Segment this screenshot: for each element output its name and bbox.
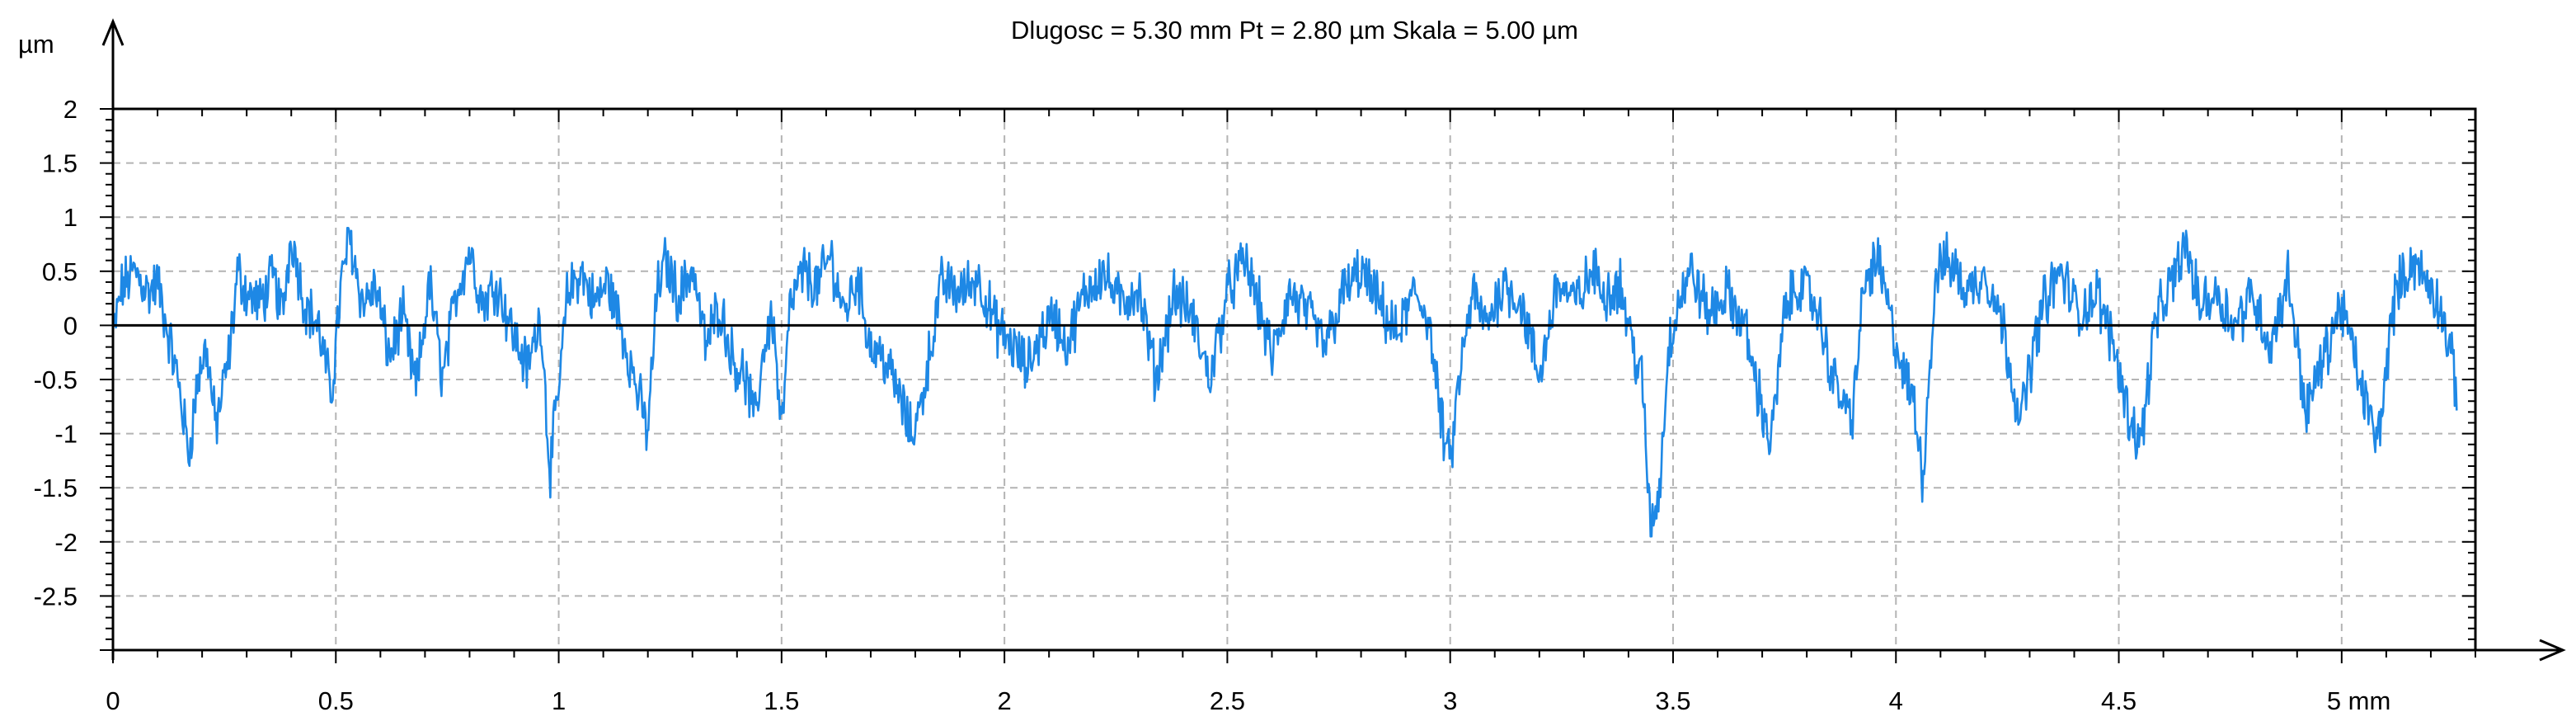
y-tick-label: -2 — [54, 528, 78, 557]
chart-title: Dlugosc = 5.30 mm Pt = 2.80 µm Skala = 5… — [1011, 16, 1578, 45]
y-axis-arrow-icon — [101, 18, 125, 46]
y-axis-unit-label: µm — [18, 30, 54, 59]
x-tick-label: 0 — [106, 686, 120, 715]
y-tick-label: -0.5 — [34, 365, 78, 394]
plot-frame — [111, 107, 2477, 652]
y-tick-label: 1 — [63, 203, 78, 232]
y-tick-label: -2.5 — [34, 582, 78, 610]
tick-labels: 0 0.5 1 1.5 2 2.5 3 3.5 4 4.5 5 mm 2 1.5 1 0.5 0 -0.5 -1 -… — [34, 95, 2391, 715]
x-tick-label: 2.5 — [1210, 686, 1245, 715]
profile-series-line — [111, 226, 2458, 538]
x-tick-label: 0.5 — [318, 686, 354, 715]
x-tick-label: 3 — [1443, 686, 1457, 715]
x-tick-label: 1 — [552, 686, 566, 715]
x-tick-label: 1.5 — [764, 686, 799, 715]
series-layer — [111, 226, 2458, 538]
x-tick-label: 5 mm — [2327, 686, 2391, 715]
y-tick-label: -1.5 — [34, 474, 78, 502]
axis-arrows — [101, 18, 2566, 662]
x-tick-label: 3.5 — [1655, 686, 1690, 715]
y-tick-label: 1.5 — [42, 149, 78, 178]
y-tick-label: 0.5 — [42, 257, 78, 286]
y-tick-label: -1 — [54, 420, 78, 449]
x-axis-arrow-icon — [2539, 639, 2566, 662]
x-tick-label: 4 — [1889, 686, 1903, 715]
y-tick-label: 2 — [63, 95, 78, 124]
x-tick-label: 4.5 — [2101, 686, 2136, 715]
y-tick-label: 0 — [63, 311, 78, 340]
x-tick-label: 2 — [998, 686, 1012, 715]
